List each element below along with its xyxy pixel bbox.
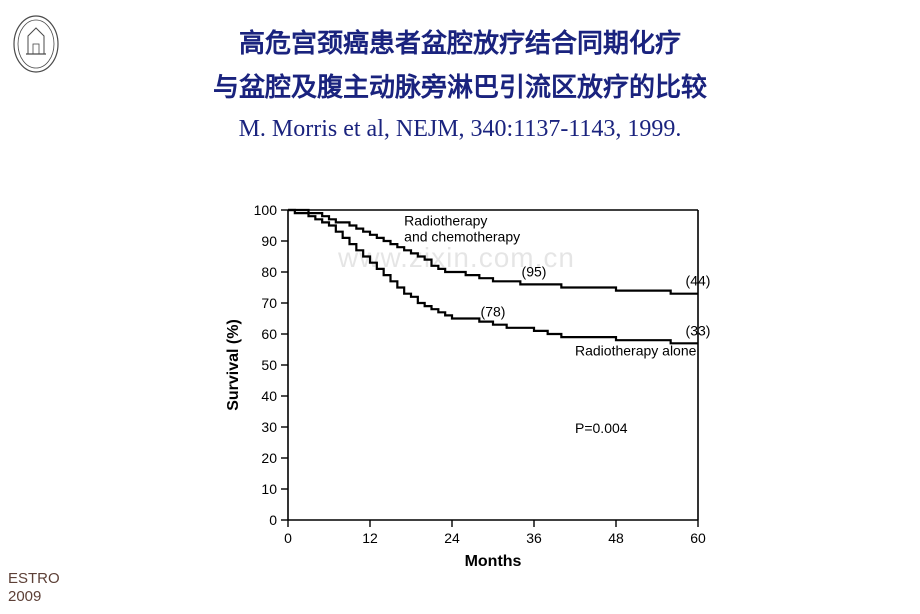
survival-chart: 0 10 20 30 40 50 60 70 80 90 100 0 12 24 36 48 60 Months S… [208, 190, 728, 590]
svg-text:(95): (95) [522, 263, 547, 279]
footer-line-1: ESTRO [8, 570, 60, 588]
svg-text:24: 24 [444, 530, 460, 546]
svg-text:(44): (44) [686, 273, 711, 289]
svg-text:10: 10 [261, 481, 277, 497]
svg-text:30: 30 [261, 419, 277, 435]
svg-text:Survival (%): Survival (%) [225, 319, 242, 411]
svg-text:50: 50 [261, 357, 277, 373]
title-line-1: 高危宫颈癌患者盆腔放疗结合同期化疗 [0, 22, 920, 66]
svg-text:and chemotherapy: and chemotherapy [404, 229, 520, 245]
title-line-2: 与盆腔及腹主动脉旁淋巴引流区放疗的比较 [0, 66, 920, 110]
svg-text:0: 0 [284, 530, 292, 546]
svg-text:Months: Months [465, 553, 522, 570]
svg-text:80: 80 [261, 264, 277, 280]
footer-line-2: 2009 [8, 588, 60, 606]
svg-text:48: 48 [608, 530, 624, 546]
footer: ESTRO 2009 [8, 570, 60, 606]
svg-text:100: 100 [254, 202, 278, 218]
svg-text:Radiotherapy alone: Radiotherapy alone [575, 343, 697, 359]
svg-text:(78): (78) [481, 304, 506, 320]
citation: M. Morris et al, NEJM, 340:1137-1143, 19… [0, 110, 920, 148]
svg-text:P=0.004: P=0.004 [575, 420, 628, 436]
svg-text:90: 90 [261, 233, 277, 249]
svg-text:36: 36 [526, 530, 542, 546]
svg-text:Radiotherapy: Radiotherapy [404, 213, 487, 229]
svg-text:0: 0 [269, 512, 277, 528]
svg-text:(33): (33) [686, 322, 711, 338]
svg-text:12: 12 [362, 530, 378, 546]
svg-text:60: 60 [690, 530, 706, 546]
svg-text:60: 60 [261, 326, 277, 342]
svg-text:40: 40 [261, 388, 277, 404]
slide-header: 高危宫颈癌患者盆腔放疗结合同期化疗 与盆腔及腹主动脉旁淋巴引流区放疗的比较 M.… [0, 22, 920, 149]
svg-text:20: 20 [261, 450, 277, 466]
svg-text:70: 70 [261, 295, 277, 311]
